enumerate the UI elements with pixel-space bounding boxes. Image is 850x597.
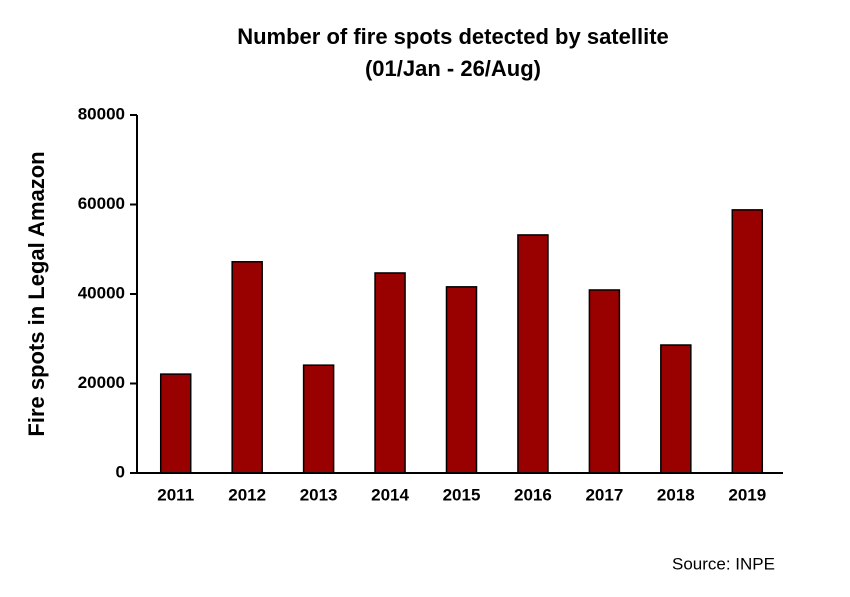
y-tick-label: 60000: [78, 194, 125, 213]
x-tick-label: 2011: [157, 485, 194, 504]
bar: [445, 286, 478, 474]
bar: [731, 209, 764, 474]
bar: [588, 289, 621, 474]
bar: [159, 373, 192, 474]
y-tick-label: 80000: [78, 104, 125, 123]
x-tick-label: 2013: [300, 485, 338, 504]
y-tick-label: 0: [116, 462, 125, 481]
x-tick-label: 2016: [514, 485, 552, 504]
bar: [660, 344, 692, 474]
chart-subtitle: (01/Jan - 26/Aug): [365, 56, 541, 81]
x-tick-label: 2017: [585, 485, 623, 504]
y-tick-label: 20000: [78, 373, 125, 392]
x-tick-label: 2014: [371, 485, 409, 504]
y-axis-label: Fire spots in Legal Amazon: [24, 151, 49, 436]
chart-title: Number of fire spots detected by satelli…: [237, 24, 669, 49]
x-tick-label: 2019: [728, 485, 766, 504]
bar: [231, 261, 263, 474]
y-tick-label: 40000: [78, 283, 125, 302]
bar: [302, 364, 335, 474]
source-note: Source: INPE: [672, 554, 775, 573]
bar: [374, 272, 406, 474]
x-tick-label: 2018: [657, 485, 695, 504]
x-tick-label: 2015: [443, 485, 481, 504]
x-tick-label: 2012: [228, 485, 266, 504]
bar: [517, 234, 549, 474]
